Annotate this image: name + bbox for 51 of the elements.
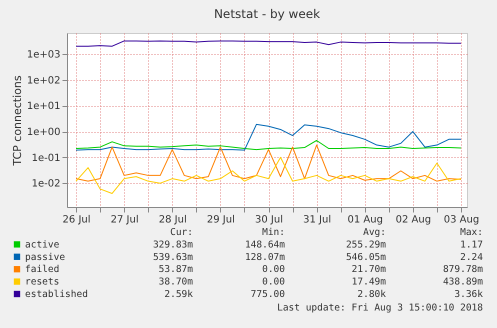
line-series: [76, 144, 462, 182]
line-series: [76, 140, 462, 150]
text: 0.00: [262, 264, 286, 276]
text: 1.17: [460, 239, 483, 250]
text: 148.64m: [244, 239, 286, 250]
line-series: [76, 124, 462, 151]
x-tick-label: 31 Jul: [303, 214, 332, 226]
y-tick-label: 1e+00: [26, 127, 60, 138]
legend-label: failed: [25, 264, 60, 276]
text: Avg:: [363, 227, 386, 238]
y-tick-label: 1e+02: [26, 75, 60, 86]
text: 2.59k: [164, 289, 194, 300]
text: 53.87m: [158, 264, 194, 276]
x-tick-label: 03 Aug: [444, 214, 480, 226]
text: 2.24: [460, 252, 484, 263]
y-tick-label: 1e+01: [26, 101, 60, 112]
text: 128.07m: [244, 252, 286, 263]
x-tick-label: 01 Aug: [348, 214, 383, 226]
text: 3.36k: [454, 289, 484, 300]
x-tick-label: 02 Aug: [396, 214, 432, 226]
text: Max:: [460, 227, 483, 238]
x-tick-label: 30 Jul: [255, 214, 283, 226]
y-tick-label: 1e-02: [32, 178, 60, 190]
text: Last update: Fri Aug 3 15:00:10 2018: [277, 302, 484, 314]
legend-label: established: [25, 289, 88, 300]
y-tick-label: 1e+03: [26, 50, 60, 61]
text: 775.00: [250, 289, 286, 300]
text: 329.83m: [152, 239, 194, 250]
text: 21.70m: [352, 264, 386, 276]
text: 0.00: [262, 276, 286, 288]
text: 539.63m: [152, 252, 194, 263]
text: 438.89m: [442, 276, 484, 288]
text: 255.29m: [346, 239, 386, 250]
text: 879.78m: [442, 264, 484, 276]
text: Cur:: [170, 227, 193, 238]
line-series: [76, 156, 462, 194]
y-axis-title: TCP connections: [10, 75, 24, 167]
text: Min:: [262, 227, 285, 238]
legend-label: active: [25, 239, 60, 250]
x-tick-label: 27 Jul: [110, 214, 139, 226]
x-tick-label: 26 Jul: [62, 214, 91, 226]
text: 546.05m: [346, 252, 386, 263]
legend-label: resets: [25, 276, 60, 288]
text: 38.70m: [158, 276, 194, 288]
x-tick-label: 28 Jul: [158, 214, 187, 226]
legend-label: passive: [25, 252, 66, 263]
y-tick-label: 1e-01: [32, 152, 60, 164]
chart-title: Netstat - by week: [214, 7, 320, 21]
text: 2.80k: [357, 289, 386, 300]
x-tick-label: 29 Jul: [206, 214, 235, 226]
text: 17.49m: [352, 276, 386, 288]
